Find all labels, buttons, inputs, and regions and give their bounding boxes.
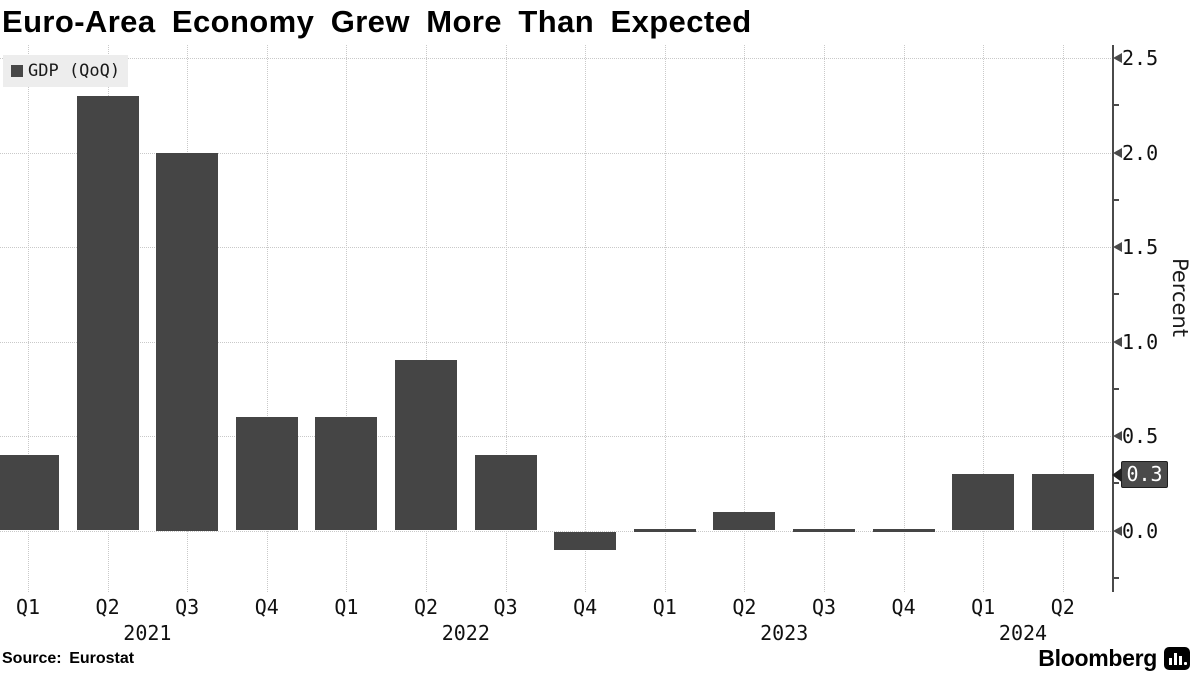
bar: [395, 360, 457, 531]
gridline-vertical: [28, 45, 29, 592]
gridline-horizontal: [0, 530, 1113, 532]
x-tick-label: Q1: [334, 595, 359, 619]
chart-title: Euro-Area Economy Grew More Than Expecte…: [2, 4, 752, 39]
y-tick-label: 1.0: [1122, 329, 1159, 354]
bar: [1031, 473, 1094, 531]
x-tick-label: Q3: [811, 595, 837, 619]
gridline-vertical: [664, 45, 666, 592]
gridline-vertical: [744, 45, 746, 592]
legend-swatch-icon: [11, 65, 23, 77]
y-tick-label: 2.5: [1122, 46, 1159, 70]
y-tick-major-icon: [1113, 336, 1122, 347]
gridline-horizontal: [0, 247, 1113, 248]
y-tick-label: 1.5: [1122, 235, 1159, 259]
x-tick-label: Q2: [732, 595, 757, 619]
x-year-label: 2024: [998, 621, 1048, 645]
bar-zero: [793, 529, 855, 532]
bar: [713, 511, 776, 531]
y-tick-minor: [1113, 293, 1119, 296]
gridline-vertical: [585, 45, 587, 592]
gridline-vertical: [824, 45, 825, 592]
bar: [76, 95, 139, 531]
x-tick-label: Q3: [175, 595, 200, 619]
y-tick-label: 2.0: [1122, 140, 1159, 165]
y-tick-minor: [1113, 482, 1119, 485]
x-tick-label: Q1: [15, 595, 41, 619]
y-tick-minor: [1113, 198, 1119, 201]
x-tick-label: Q2: [95, 595, 120, 619]
y-tick-major-icon: [1113, 53, 1122, 63]
gridline-horizontal: [0, 436, 1113, 437]
y-tick-major-icon: [1113, 525, 1122, 536]
x-year-label: 2022: [441, 621, 490, 645]
y-tick-minor: [1113, 387, 1119, 390]
legend: GDP (QoQ): [3, 55, 128, 87]
gridline-horizontal: [0, 341, 1113, 343]
x-tick-label: Q2: [413, 595, 439, 619]
gridline-vertical: [266, 45, 268, 592]
bloomberg-chart-icon: [1164, 647, 1190, 670]
y-tick-label: 0.0: [1122, 518, 1159, 543]
y-axis-title: Percent: [1168, 258, 1192, 338]
y-axis-line: [1112, 45, 1114, 592]
gridline-vertical: [983, 45, 985, 592]
gridline-vertical: [426, 45, 427, 592]
x-year-label: 2021: [123, 621, 172, 645]
brand-wordmark: Bloomberg: [1038, 645, 1157, 671]
gridline-horizontal: [0, 58, 1113, 59]
bar: [474, 454, 537, 531]
y-tick-minor: [1113, 576, 1119, 579]
legend-label: GDP (QoQ): [28, 61, 121, 81]
y-tick-minor: [1113, 104, 1119, 107]
bar: [952, 473, 1015, 531]
x-tick-label: Q4: [254, 595, 279, 619]
bar: [0, 454, 59, 531]
bar: [235, 417, 298, 531]
badge-arrow-icon: [1112, 467, 1123, 483]
bar-zero: [633, 529, 696, 532]
bar: [156, 152, 219, 531]
source-note: Source: Eurostat: [2, 650, 135, 667]
x-tick-label: Q4: [573, 595, 598, 619]
badge-value: 0.3: [1121, 461, 1168, 488]
y-tick-major-icon: [1113, 431, 1122, 441]
gridline-horizontal: [0, 152, 1113, 154]
x-tick-label: Q1: [652, 595, 677, 619]
x-year-label: 2023: [760, 621, 809, 645]
x-tick-label: Q3: [493, 595, 518, 619]
gridline-vertical: [1062, 45, 1064, 592]
gridline-vertical: [505, 45, 507, 592]
gridline-vertical: [346, 45, 348, 592]
bar: [554, 531, 617, 551]
bar: [315, 417, 378, 531]
y-tick-label: 0.5: [1122, 424, 1159, 448]
x-tick-label: Q2: [1050, 595, 1075, 619]
brand-logo: Bloomberg: [1038, 645, 1190, 672]
y-tick-major-icon: [1113, 147, 1122, 158]
bar-zero: [872, 529, 935, 532]
gridline-vertical: [903, 45, 905, 592]
x-tick-label: Q1: [971, 595, 996, 619]
y-tick-major-icon: [1113, 242, 1122, 252]
x-tick-label: Q4: [891, 595, 916, 619]
